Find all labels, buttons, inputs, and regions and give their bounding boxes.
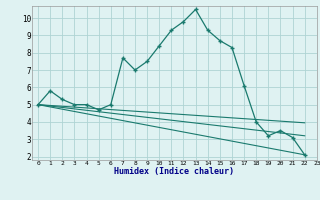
X-axis label: Humidex (Indice chaleur): Humidex (Indice chaleur): [115, 167, 234, 176]
